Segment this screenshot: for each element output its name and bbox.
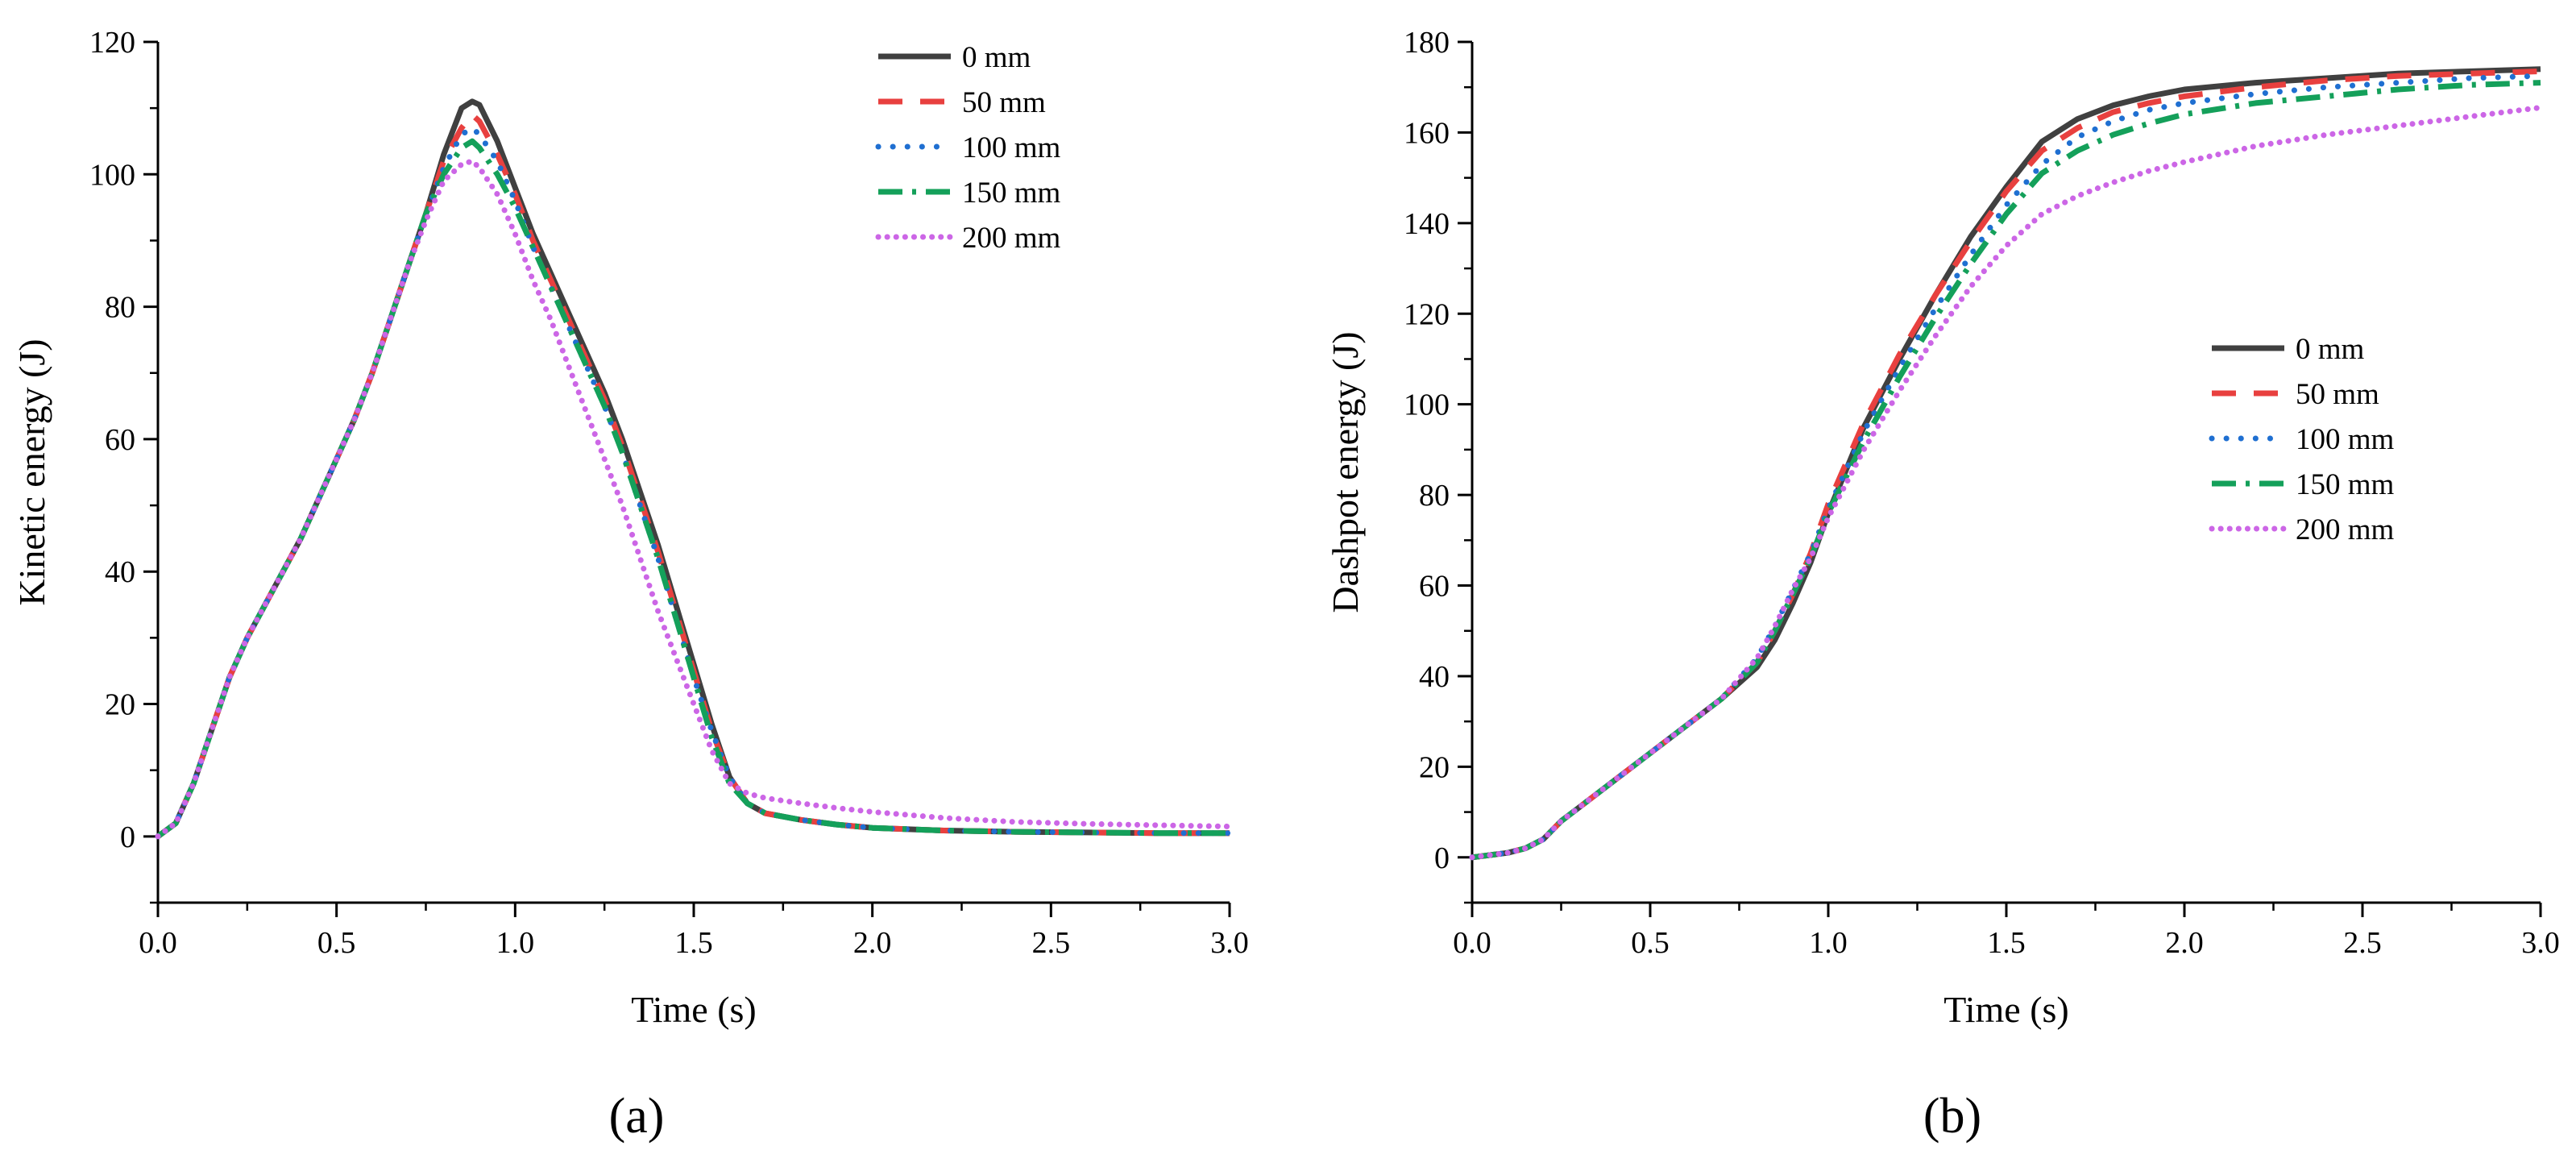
series-line-200-mm xyxy=(1469,105,2544,861)
series-line-200-mm xyxy=(155,158,1233,840)
legend: 0 mm 50 mm 100 mm 150 mm 200 mm xyxy=(875,41,1061,255)
panel-a: 0.0 0.5 1.0 1.5 2.0 2.5 3.0 0 20 40 60 80 100 120 Time… xyxy=(11,26,1249,1144)
series-line-0-mm xyxy=(156,98,1230,839)
y-tick-label: 120 xyxy=(89,26,135,60)
y-tick-label: 20 xyxy=(105,688,135,722)
y-tick-label: 120 xyxy=(1404,297,1450,331)
x-axis-title: Time (s) xyxy=(631,989,757,1030)
x-tick-label: 3.0 xyxy=(1210,926,1249,960)
y-tick-label: 20 xyxy=(1419,750,1450,784)
y-tick-label: 60 xyxy=(105,423,135,457)
x-tick-label: 1.5 xyxy=(1987,926,2026,960)
y-tick-label: 40 xyxy=(1419,660,1450,694)
legend-label: 100 mm xyxy=(2296,423,2395,456)
y-axis-title: Kinetic energy (J) xyxy=(11,338,52,605)
x-tick-label: 2.5 xyxy=(2343,926,2382,960)
series-line-100-mm xyxy=(155,125,1233,840)
legend: 0 mm 50 mm 100 mm 150 mm 200 mm xyxy=(2209,333,2395,546)
legend-label: 150 mm xyxy=(962,177,1061,210)
y-axis-title: Dashpot energy (J) xyxy=(1325,331,1366,613)
y-tick-label: 60 xyxy=(1419,570,1450,604)
panel-b: 0.0 0.5 1.0 1.5 2.0 2.5 3.0 0 20 40 60 80 100 120 140 1… xyxy=(1325,26,2560,1144)
series-line-50-mm xyxy=(1471,69,2541,861)
legend-label: 150 mm xyxy=(2296,468,2395,501)
x-tick-label: 0.5 xyxy=(317,926,356,960)
x-tick-label: 2.5 xyxy=(1032,926,1071,960)
series-line-150-mm xyxy=(156,138,1230,839)
x-axis-title: Time (s) xyxy=(1943,989,2069,1030)
legend-label: 100 mm xyxy=(962,131,1061,164)
x-tick-label: 0.5 xyxy=(1631,926,1670,960)
x-tick-label: 3.0 xyxy=(2521,926,2560,960)
y-tick-label: 100 xyxy=(1404,388,1450,422)
x-tick-label: 2.0 xyxy=(2165,926,2204,960)
legend-label: 200 mm xyxy=(962,222,1061,255)
x-tick-label: 1.0 xyxy=(496,926,535,960)
y-tick-label: 0 xyxy=(120,820,135,854)
y-tick-label: 40 xyxy=(105,555,135,589)
y-tick-label: 100 xyxy=(89,158,135,192)
legend-label: 50 mm xyxy=(962,86,1046,119)
y-tick-label: 80 xyxy=(1419,479,1450,513)
x-tick-label: 1.5 xyxy=(674,926,713,960)
legend-label: 200 mm xyxy=(2296,513,2395,546)
panel-label: (b) xyxy=(1923,1089,1981,1144)
legend-label: 0 mm xyxy=(962,41,1031,74)
series-line-50-mm xyxy=(156,111,1230,839)
y-tick-label: 180 xyxy=(1404,26,1450,60)
y-tick-label: 160 xyxy=(1404,116,1450,150)
x-tick-label: 2.0 xyxy=(853,926,892,960)
y-tick-label: 0 xyxy=(1434,841,1450,875)
legend-label: 50 mm xyxy=(2296,378,2379,411)
legend-label: 0 mm xyxy=(2296,333,2365,366)
y-tick-label: 140 xyxy=(1404,207,1450,241)
x-tick-label: 1.0 xyxy=(1809,926,1848,960)
panel-label: (a) xyxy=(609,1089,665,1144)
x-tick-label: 0.0 xyxy=(139,926,177,960)
y-tick-label: 80 xyxy=(105,291,135,325)
x-tick-label: 0.0 xyxy=(1453,926,1491,960)
